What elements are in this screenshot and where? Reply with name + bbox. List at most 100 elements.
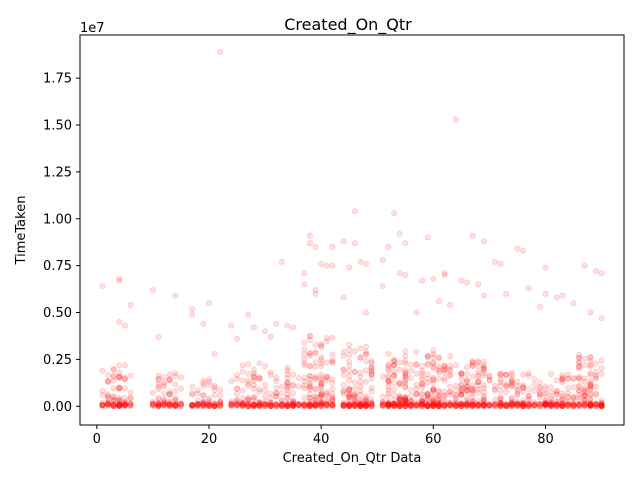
cluster-point: [402, 369, 409, 376]
baseline-point: [306, 400, 313, 407]
data-point: [402, 271, 409, 278]
cluster-point: [256, 399, 263, 406]
cluster-point: [559, 392, 566, 399]
cluster-point: [407, 402, 414, 409]
data-point: [149, 286, 156, 293]
baseline-point: [593, 401, 600, 408]
baseline-point: [166, 401, 173, 408]
baseline-point: [250, 401, 257, 408]
cluster-point: [463, 386, 470, 393]
cluster-point: [211, 387, 218, 394]
baseline-point: [486, 401, 493, 408]
baseline-point: [267, 402, 274, 409]
cluster-point: [233, 375, 240, 382]
cluster-point: [391, 380, 398, 387]
cluster-point: [110, 403, 117, 410]
baseline-point: [295, 402, 302, 409]
baseline-point: [598, 402, 605, 409]
data-point: [581, 262, 588, 269]
baseline-point: [430, 402, 437, 409]
cluster-point: [469, 398, 476, 405]
cluster-point: [362, 357, 369, 364]
cluster-point: [497, 403, 504, 410]
cluster-point: [290, 402, 297, 409]
cluster-point: [211, 384, 218, 391]
cluster-point: [306, 402, 313, 409]
baseline-point: [211, 400, 218, 407]
cluster-point: [441, 388, 448, 395]
cluster-point: [110, 365, 117, 372]
cluster-point: [105, 377, 112, 384]
baseline-point: [323, 401, 330, 408]
cluster-point: [587, 395, 594, 402]
cluster-point: [346, 398, 353, 405]
cluster-point: [419, 402, 426, 409]
cluster-point: [318, 360, 325, 367]
cluster-point: [469, 362, 476, 369]
cluster-point: [357, 397, 364, 404]
cluster-point: [189, 391, 196, 398]
cluster-point: [256, 398, 263, 405]
cluster-point: [407, 398, 414, 405]
cluster-point: [318, 379, 325, 386]
cluster-point: [548, 401, 555, 408]
cluster-point: [475, 402, 482, 409]
cluster-point: [531, 375, 538, 382]
cluster-point: [542, 401, 549, 408]
cluster-point: [379, 399, 386, 406]
baseline-point: [559, 400, 566, 407]
cluster-point: [475, 382, 482, 389]
cluster-point: [121, 362, 128, 369]
cluster-point: [430, 363, 437, 370]
baseline-point: [357, 400, 364, 407]
data-point: [391, 210, 398, 217]
cluster-point: [559, 396, 566, 403]
baseline-point: [200, 400, 207, 407]
cluster-point: [559, 402, 566, 409]
cluster-point: [306, 372, 313, 379]
cluster-point: [497, 399, 504, 406]
baseline-point: [564, 400, 571, 407]
data-point: [217, 48, 224, 55]
cluster-point: [228, 398, 235, 405]
cluster-point: [497, 372, 504, 379]
baseline-point: [177, 400, 184, 407]
cluster-point: [301, 385, 308, 392]
cluster-point: [598, 402, 605, 409]
baseline-point: [452, 400, 459, 407]
cluster-point: [407, 375, 414, 382]
cluster-point: [250, 403, 257, 410]
cluster-point: [211, 402, 218, 409]
cluster-point: [469, 385, 476, 392]
data-point: [116, 275, 123, 282]
cluster-point: [273, 403, 280, 410]
cluster-point: [368, 364, 375, 371]
cluster-point: [290, 402, 297, 409]
baseline-point: [205, 402, 212, 409]
cluster-point: [396, 381, 403, 388]
cluster-point: [581, 386, 588, 393]
cluster-point: [553, 398, 560, 405]
cluster-point: [256, 360, 263, 367]
cluster-point: [357, 396, 364, 403]
cluster-point: [329, 376, 336, 383]
baseline-point: [452, 403, 459, 410]
cluster-point: [301, 403, 308, 410]
baseline-point: [362, 402, 369, 409]
cluster-point: [155, 403, 162, 410]
baseline-point: [306, 402, 313, 409]
cluster-point: [508, 395, 515, 402]
cluster-point: [256, 388, 263, 395]
cluster-point: [121, 400, 128, 407]
cluster-point: [105, 378, 112, 385]
cluster-point: [194, 402, 201, 409]
cluster-point: [463, 402, 470, 409]
cluster-point: [598, 402, 605, 409]
cluster-point: [564, 402, 571, 409]
baseline-point: [469, 401, 476, 408]
cluster-point: [576, 401, 583, 408]
cluster-point: [430, 397, 437, 404]
baseline-point: [194, 400, 201, 407]
cluster-point: [570, 375, 577, 382]
y-tick-label: 0.25: [43, 353, 72, 368]
